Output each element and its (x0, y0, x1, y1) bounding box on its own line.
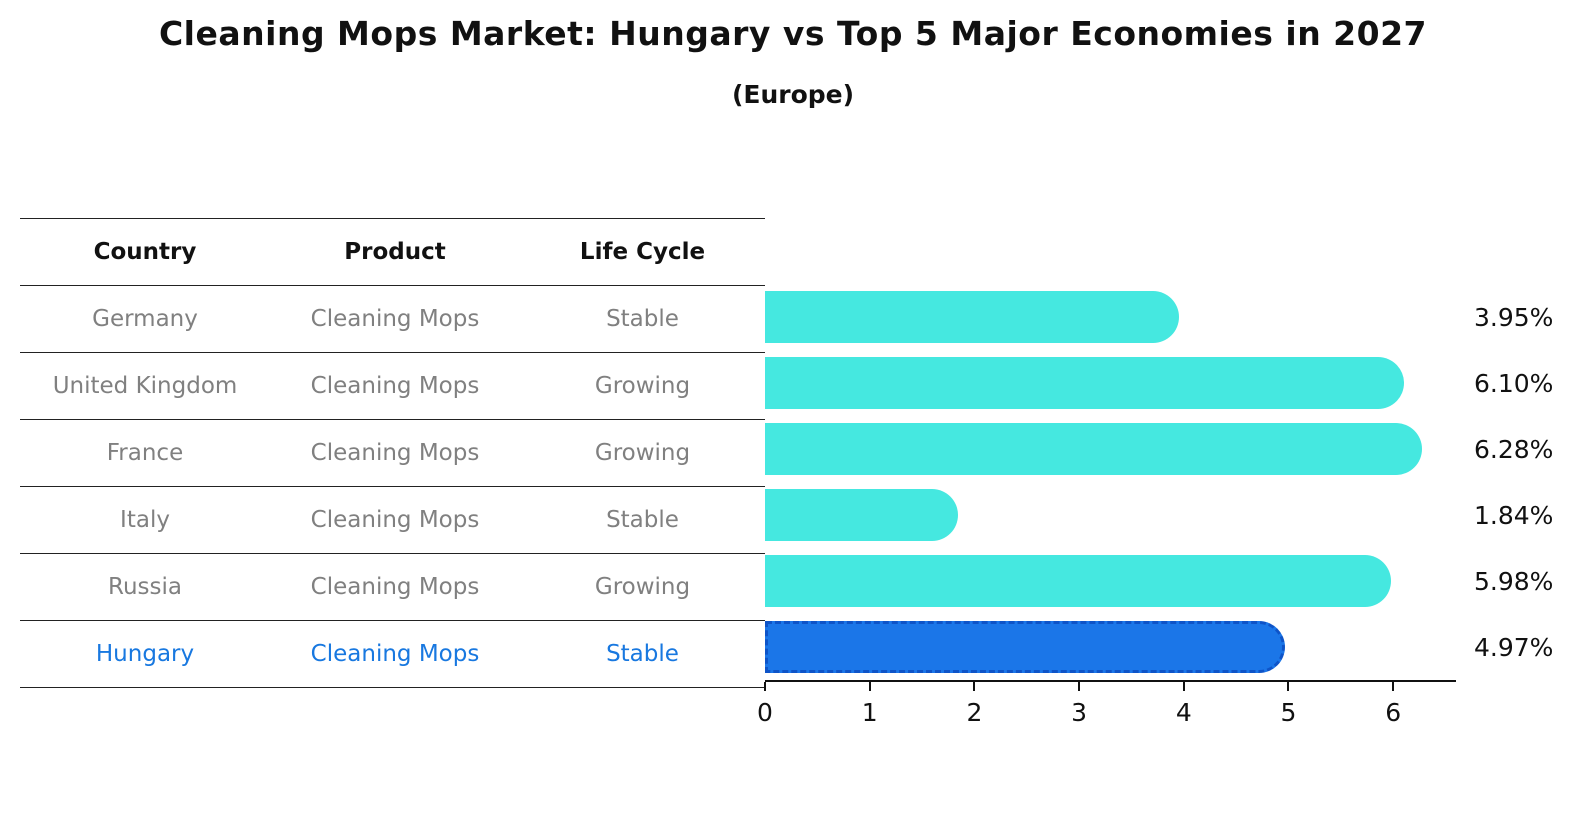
value-label: 5.98% (1474, 566, 1554, 596)
table-body: Germany Cleaning Mops Stable United Kingdom… (20, 286, 765, 688)
plot-cell (765, 350, 1456, 416)
x-axis-tick (973, 682, 976, 691)
x-axis-tick-label: 0 (757, 698, 773, 727)
plot-cell (765, 284, 1456, 350)
table-cell-life-cycle: Growing (594, 574, 691, 600)
table-cell-product: Cleaning Mops (310, 373, 480, 399)
x-axis-tick (1392, 682, 1395, 691)
chart-row: 1.84% (765, 482, 1576, 548)
plot-cell (765, 614, 1456, 680)
x-axis-tick-label: 6 (1385, 698, 1402, 727)
chart-title: Cleaning Mops Market: Hungary vs Top 5 M… (158, 14, 1428, 53)
table-cell-country: Hungary (95, 641, 195, 667)
x-axis-row: 0 1 2 3 4 5 6 (757, 680, 1576, 752)
bar (765, 423, 1423, 475)
chart-header-spacer (765, 218, 1576, 284)
table-header-row: Country Product Life Cycle (20, 218, 765, 286)
table-row: Italy Cleaning Mops Stable (20, 487, 765, 554)
table-cell-life-cycle: Growing (594, 373, 691, 399)
table-header-country: Country (93, 239, 197, 265)
chart-body: Country Product Life Cycle Germany Cleani… (20, 218, 1576, 752)
bar-highlighted (765, 621, 1286, 673)
table-header-life-cycle: Life Cycle (579, 239, 706, 265)
table-cell-country: Germany (92, 306, 198, 332)
value-label: 3.95% (1474, 302, 1554, 332)
chart-row: 6.10% (765, 350, 1576, 416)
table-cell-product: Cleaning Mops (310, 440, 480, 466)
plot-cell (765, 548, 1456, 614)
table-row: Russia Cleaning Mops Growing (20, 554, 765, 621)
table-cell-life-cycle: Stable (606, 641, 679, 667)
x-axis: 0 1 2 3 4 5 6 (757, 680, 1456, 752)
table-cell-country: Russia (108, 574, 182, 600)
table-cell-life-cycle: Growing (594, 440, 691, 466)
table-cell-life-cycle: Stable (606, 507, 679, 533)
chart-row: 5.98% (765, 548, 1576, 614)
table-header-product: Product (344, 239, 446, 265)
table-cell-country: Italy (120, 507, 170, 533)
x-axis-tick-label: 4 (1175, 698, 1192, 727)
x-axis-tick-label: 1 (861, 698, 878, 727)
bar (765, 489, 958, 541)
chart-row: 6.28% (765, 416, 1576, 482)
value-label: 6.28% (1474, 434, 1554, 464)
x-axis-tick (1287, 682, 1290, 691)
table-cell-product: Cleaning Mops (310, 641, 480, 667)
plot-cell (765, 416, 1456, 482)
table-row: Hungary Cleaning Mops Stable (20, 621, 765, 688)
chart-subtitle: (Europe) (731, 80, 855, 109)
table-cell-country: United Kingdom (52, 373, 238, 399)
bar-chart-area: 3.95% 6.10% 6.28% 1.84% 5.98% 4.97% 0 1 2 3 4 5 6 (757, 218, 1576, 752)
x-axis-spacer (1456, 680, 1576, 752)
value-label: 6.10% (1474, 368, 1554, 398)
x-axis-tick (1182, 682, 1185, 691)
plot-cell (765, 482, 1456, 548)
x-axis-tick-label: 5 (1280, 698, 1297, 727)
table-cell-product: Cleaning Mops (310, 306, 480, 332)
chart-rows: 3.95% 6.10% 6.28% 1.84% 5.98% 4.97% (765, 284, 1576, 680)
x-axis-tick-label: 2 (966, 698, 983, 727)
bar (765, 555, 1392, 607)
x-axis-tick-label: 3 (1071, 698, 1088, 727)
value-label: 1.84% (1474, 500, 1554, 530)
value-label: 4.97% (1474, 632, 1554, 662)
table-cell-product: Cleaning Mops (310, 574, 480, 600)
x-axis-tick (764, 682, 766, 691)
bar (765, 357, 1404, 409)
x-axis-tick (1078, 682, 1081, 691)
table-row: United Kingdom Cleaning Mops Growing (20, 353, 765, 420)
x-axis-tick (868, 682, 871, 691)
bar (765, 291, 1179, 343)
chart-row: 4.97% (765, 614, 1576, 680)
table-cell-product: Cleaning Mops (310, 507, 480, 533)
table-row: France Cleaning Mops Growing (20, 420, 765, 487)
country-table: Country Product Life Cycle Germany Cleani… (20, 218, 765, 752)
table-cell-life-cycle: Stable (606, 306, 679, 332)
table-cell-country: France (106, 440, 184, 466)
table-row: Germany Cleaning Mops Stable (20, 286, 765, 353)
chart-row: 3.95% (765, 284, 1576, 350)
